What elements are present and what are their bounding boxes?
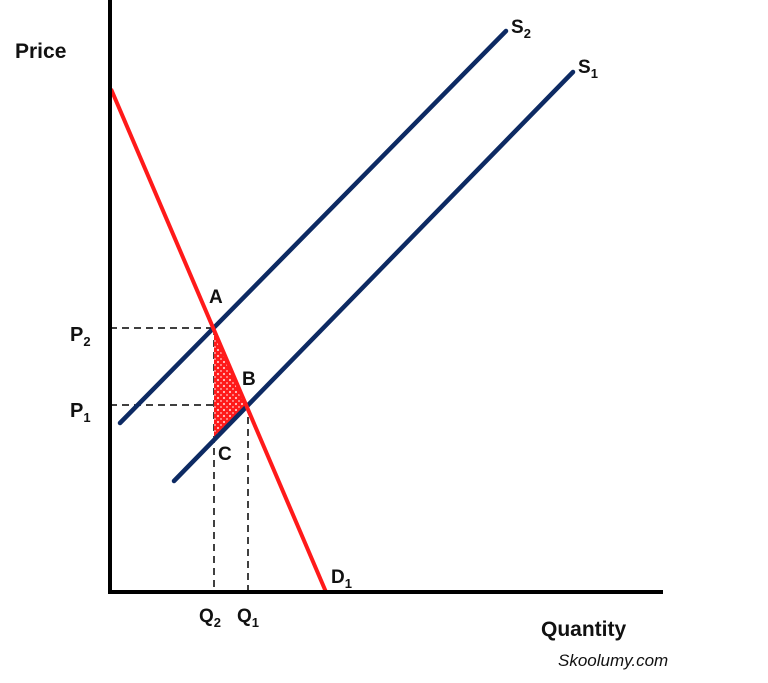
deadweight-loss-area — [214, 328, 248, 437]
curve-label-d1: D1 — [331, 567, 352, 591]
quantity-label-q2: Q2 — [199, 606, 221, 630]
supply-curve-s1 — [171, 69, 576, 484]
point-label-c: C — [218, 444, 232, 465]
watermark: Skoolumy.com — [558, 651, 668, 670]
quantity-label-q1: Q1 — [237, 606, 259, 630]
demand-curve-d1 — [109, 88, 328, 593]
x-axis-label: Quantity — [541, 618, 626, 641]
point-label-a: A — [209, 287, 223, 308]
point-label-b: B — [242, 369, 256, 390]
curve-label-s1: S1 — [578, 57, 598, 81]
y-axis-label: Price — [15, 40, 66, 63]
supply-curve-s2 — [117, 28, 509, 426]
price-label-p1: P1 — [70, 400, 91, 425]
price-label-p2: P2 — [70, 324, 91, 349]
curve-label-s2: S2 — [511, 17, 531, 41]
